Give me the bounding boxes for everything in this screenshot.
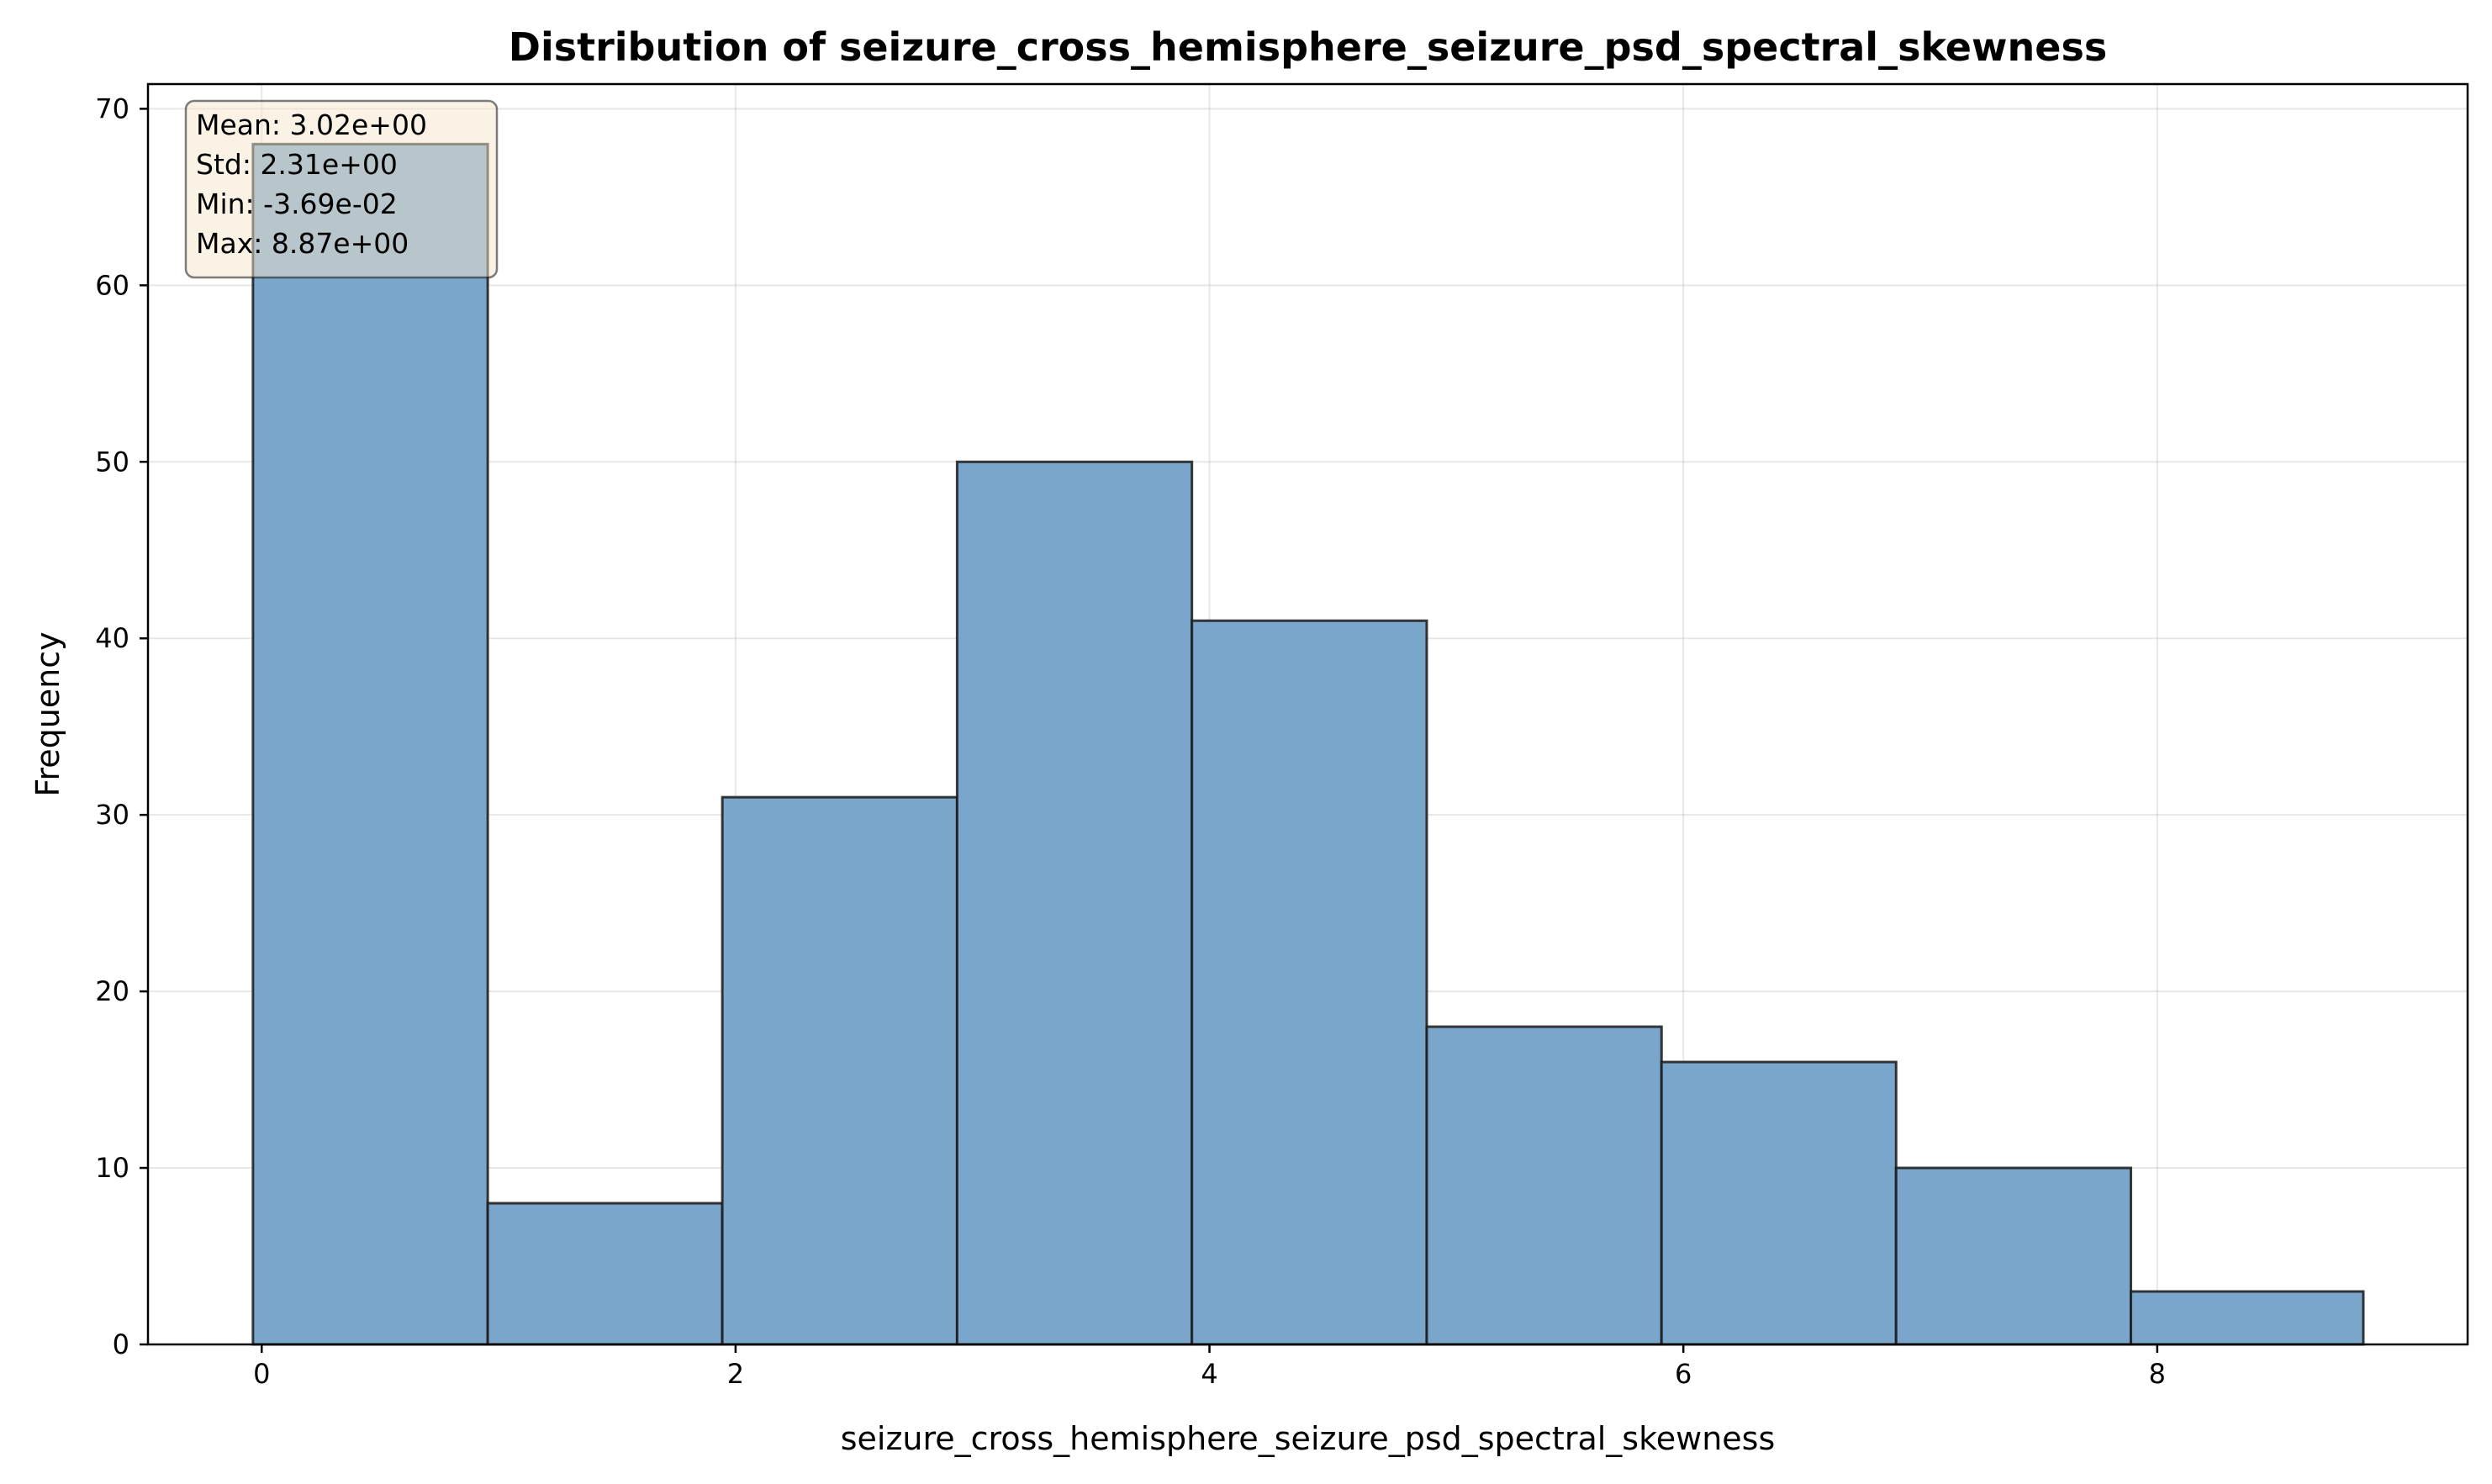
y-tick-label-4: 40 [95, 622, 129, 654]
stats-box-background [184, 99, 499, 279]
stats-max: Max: 8.87e+00 [196, 227, 409, 260]
y-tick-label-0: 0 [113, 1328, 129, 1360]
x-tick-label-1: 2 [727, 1358, 744, 1390]
y-tick-label-3: 30 [95, 799, 129, 831]
chart-title: Distribution of seizure_cross_hemisphere… [509, 24, 2107, 70]
plot-frame [146, 82, 2469, 1346]
histogram-bar-8 [2130, 1290, 2365, 1346]
histogram-bar-3 [955, 460, 1194, 1346]
x-axis-label: seizure_cross_hemisphere_seizure_psd_spe… [841, 1420, 1776, 1457]
x-tick-label-4: 8 [2149, 1358, 2166, 1390]
y-axis-label: Frequency [29, 631, 66, 796]
histogram-bar-2 [721, 795, 958, 1346]
x-tick-label-0: 0 [253, 1358, 270, 1390]
histogram-bars [251, 142, 2365, 1346]
stats-box: Mean: 3.02e+00 Std: 2.31e+00 Min: -3.69e… [184, 99, 499, 279]
y-tick-label-1: 10 [95, 1152, 129, 1184]
x-tick-label-3: 6 [1675, 1358, 1692, 1390]
histogram-bar-1 [486, 1201, 724, 1346]
histogram-bar-6 [1660, 1060, 1898, 1346]
y-tick-label-6: 60 [95, 269, 129, 301]
y-axis-ticks: 0 10 20 30 40 50 60 70 [95, 92, 148, 1360]
stats-min: Min: -3.69e-02 [196, 187, 398, 220]
y-tick-label-2: 20 [95, 975, 129, 1007]
histogram-bar-7 [1894, 1166, 2133, 1346]
stats-mean: Mean: 3.02e+00 [196, 108, 427, 141]
y-tick-label-5: 50 [95, 446, 129, 478]
y-tick-label-7: 70 [95, 92, 129, 124]
x-tick-label-2: 4 [1201, 1358, 1217, 1390]
histogram-bar-0 [251, 142, 489, 1346]
histogram-bar-4 [1191, 619, 1428, 1346]
x-axis-ticks: 0 2 4 6 8 [253, 1344, 2166, 1390]
stats-std: Std: 2.31e+00 [196, 148, 398, 181]
histogram-bar-5 [1425, 1025, 1663, 1346]
